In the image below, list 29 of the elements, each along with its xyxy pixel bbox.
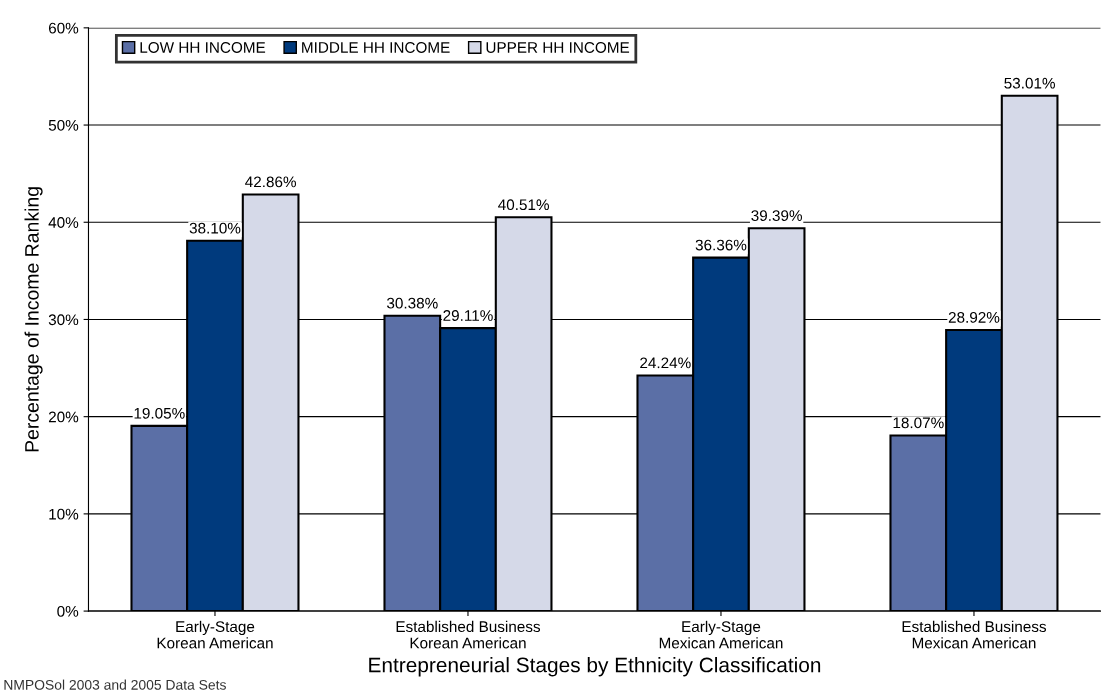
y-tick-label: 30% xyxy=(48,314,79,326)
x-tick-label: Early-Stage Korean American xyxy=(157,620,273,649)
data-label: 28.92% xyxy=(948,311,1000,323)
x-tick-label: Early-Stage Mexican American xyxy=(659,620,783,649)
data-label: 36.36% xyxy=(695,239,747,251)
data-label: 42.86% xyxy=(245,176,296,188)
y-tick-label: 20% xyxy=(48,411,79,423)
x-tick-label: Established Business Korean American xyxy=(396,620,541,649)
data-label: 24.24% xyxy=(640,357,691,369)
y-tick-label: 50% xyxy=(48,119,79,131)
data-label: 19.05% xyxy=(134,407,185,419)
y-tick-label: 0% xyxy=(57,605,79,617)
data-label: 18.07% xyxy=(893,417,944,429)
y-axis-title: Percentage of Income Ranking xyxy=(24,187,43,452)
legend-label: MIDDLE HH INCOME xyxy=(302,42,450,53)
x-axis-title: Entrepreneurial Stages by Ethnicity Classification xyxy=(369,657,821,677)
data-label: 53.01% xyxy=(1004,77,1055,89)
data-label: 40.51% xyxy=(498,199,549,211)
y-tick-label: 60% xyxy=(48,22,79,34)
legend-label: LOW HH INCOME xyxy=(140,42,266,53)
x-tick-label: Established Business Mexican American xyxy=(902,620,1047,649)
y-tick-label: 40% xyxy=(48,217,79,228)
data-label: 39.39% xyxy=(751,210,802,221)
y-tick-label: 10% xyxy=(49,508,79,520)
data-label: 38.10% xyxy=(189,222,241,234)
data-label: 30.38% xyxy=(386,297,438,309)
legend-label: UPPER HH INCOME xyxy=(486,42,630,53)
data-label: 29.11% xyxy=(443,310,493,321)
text: NMPOSol 2003 and 2005 Data Sets xyxy=(4,679,226,690)
